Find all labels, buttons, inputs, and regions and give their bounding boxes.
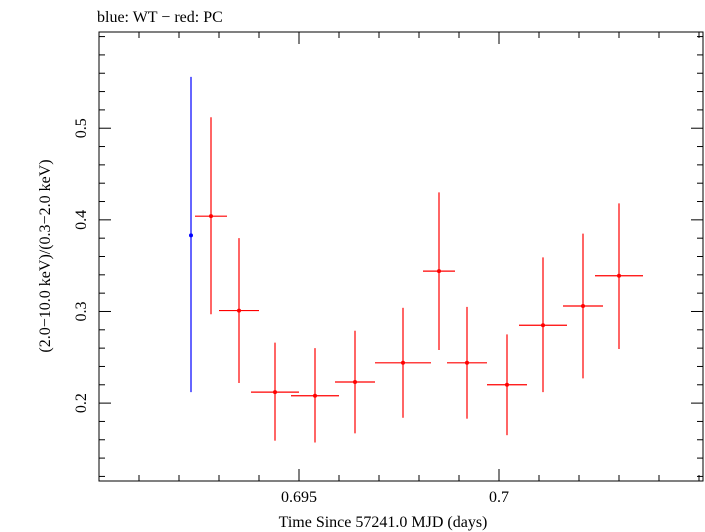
- plot-frame: [98, 31, 704, 482]
- x-axis-label: Time Since 57241.0 MJD (days): [279, 514, 488, 531]
- axis-tick-labels: 0.695 0.7 0.2 0.3 0.4 0.5: [73, 118, 509, 506]
- axis-ticks: [99, 32, 703, 481]
- data-point: [273, 390, 277, 395]
- data-points: [189, 76, 643, 443]
- data-point: [505, 382, 509, 387]
- y-tick-label: 0.4: [73, 210, 90, 230]
- data-point: [617, 273, 621, 278]
- data-point: [541, 323, 545, 328]
- y-tick-label: 0.5: [73, 118, 90, 138]
- data-point: [237, 308, 241, 313]
- data-point: [581, 303, 585, 308]
- y-axis-label: (2.0−10.0 keV)/(0.3−2.0 keV): [37, 159, 54, 352]
- series-pc: [195, 117, 643, 443]
- data-point: [313, 393, 317, 398]
- y-tick-label: 0.2: [73, 393, 90, 413]
- data-point: [189, 233, 193, 238]
- x-tick-label: 0.7: [489, 489, 509, 506]
- data-point: [437, 269, 441, 274]
- chart-title: blue: WT − red: PC: [97, 9, 223, 26]
- data-point: [465, 360, 469, 365]
- y-tick-label: 0.3: [73, 301, 90, 321]
- data-point: [353, 380, 357, 385]
- x-tick-label: 0.695: [281, 489, 317, 506]
- data-point: [209, 214, 213, 219]
- series-wt: [189, 76, 193, 393]
- data-point: [401, 360, 405, 365]
